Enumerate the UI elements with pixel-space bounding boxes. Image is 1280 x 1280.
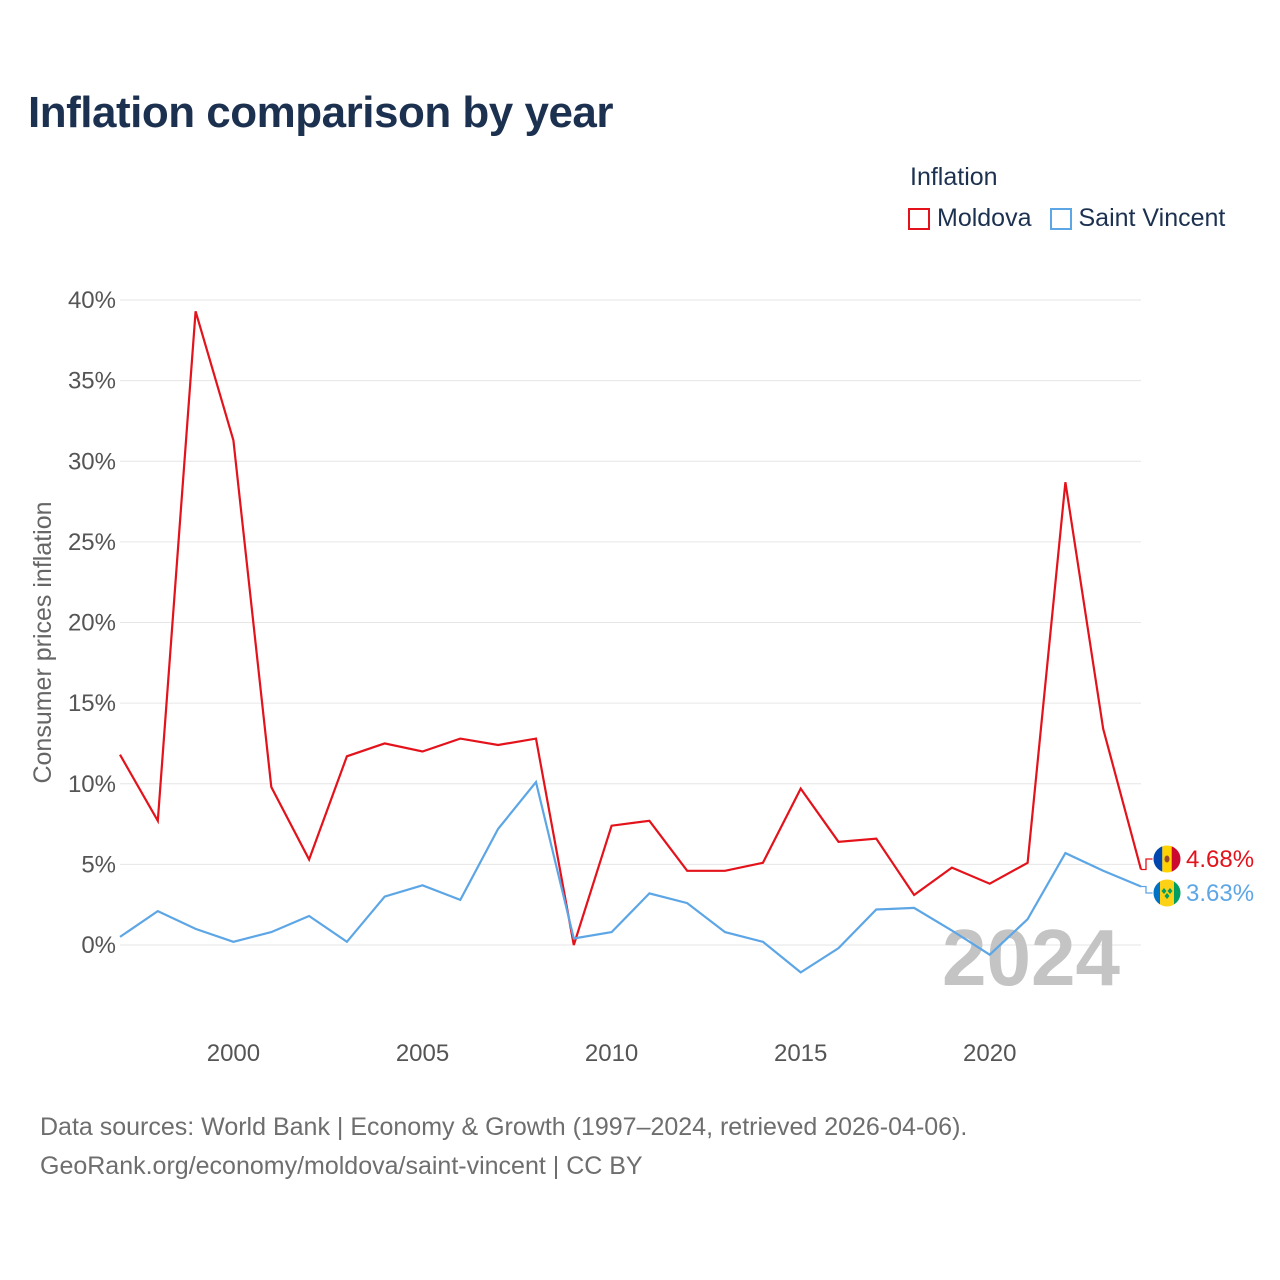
y-tick-label: 20% bbox=[68, 610, 116, 637]
year-watermark: 2024 bbox=[942, 913, 1120, 1002]
y-tick-label: 35% bbox=[68, 368, 116, 395]
legend-label-moldova: Moldova bbox=[937, 204, 1032, 232]
chart-title: Inflation comparison by year bbox=[28, 88, 614, 137]
y-tick-label: 30% bbox=[68, 448, 116, 475]
saint-vincent-flag-icon bbox=[1153, 879, 1181, 907]
source-line-1: Data sources: World Bank | Economy & Gro… bbox=[40, 1113, 968, 1141]
series-line-saint-vincent bbox=[119, 779, 1142, 974]
legend-title: Inflation bbox=[910, 163, 998, 191]
end-connector-saint-vincent bbox=[1141, 885, 1153, 894]
end-connector-moldova bbox=[1141, 858, 1153, 871]
flag-border bbox=[1152, 878, 1182, 908]
source-line-2[interactable]: GeoRank.org/economy/moldova/saint-vincen… bbox=[40, 1152, 643, 1180]
y-tick-label: 5% bbox=[81, 851, 116, 878]
legend-swatch-saint-vincent bbox=[1049, 207, 1072, 230]
y-tick-label: 10% bbox=[68, 771, 116, 798]
moldova-flag-icon bbox=[1153, 845, 1181, 873]
x-tick-label: 2000 bbox=[207, 1040, 260, 1067]
legend-item-saint-vincent[interactable]: Saint Vincent bbox=[1049, 204, 1226, 233]
legend: Moldova Saint Vincent bbox=[908, 204, 1243, 233]
legend-item-moldova[interactable]: Moldova bbox=[908, 204, 1032, 233]
x-tick-label: 2005 bbox=[396, 1040, 449, 1067]
end-label-saint-vincent: 3.63% bbox=[1186, 880, 1254, 907]
x-tick-label: 2020 bbox=[963, 1040, 1016, 1067]
x-tick-label: 2010 bbox=[585, 1040, 638, 1067]
y-tick-label: 0% bbox=[81, 932, 116, 959]
x-tick-label: 2015 bbox=[774, 1040, 827, 1067]
legend-label-saint-vincent: Saint Vincent bbox=[1078, 204, 1226, 232]
end-label-moldova: 4.68% bbox=[1186, 846, 1254, 873]
series-line-moldova bbox=[119, 310, 1143, 946]
y-axis-title: Consumer prices inflation bbox=[29, 501, 57, 783]
y-tick-label: 40% bbox=[68, 287, 116, 314]
y-tick-label: 25% bbox=[68, 529, 116, 556]
data-source: Data sources: World Bank | Economy & Gro… bbox=[40, 1108, 967, 1186]
flag-border bbox=[1152, 844, 1182, 874]
y-tick-label: 15% bbox=[68, 690, 116, 717]
legend-swatch-moldova bbox=[908, 207, 930, 230]
